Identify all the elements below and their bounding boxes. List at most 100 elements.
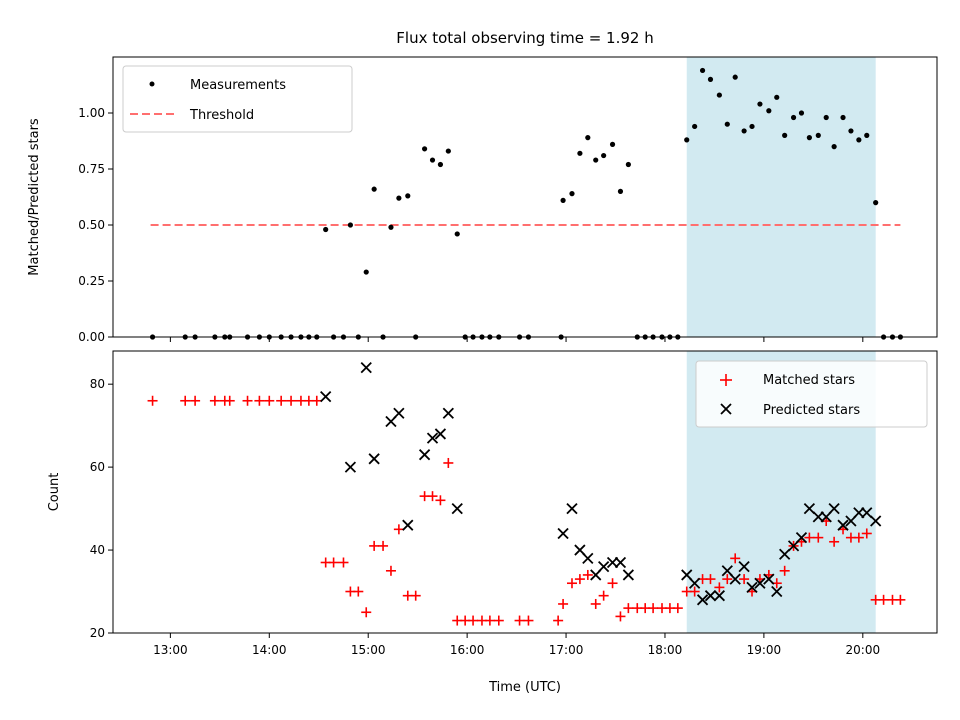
matched-star-point bbox=[378, 540, 389, 551]
measurement-point bbox=[405, 193, 411, 199]
matched-star-point bbox=[353, 586, 364, 597]
measurement-point bbox=[617, 188, 624, 194]
predicted-star-point bbox=[837, 519, 849, 531]
measurement-point bbox=[388, 224, 394, 230]
measurement-point bbox=[560, 197, 566, 203]
measurement-point bbox=[774, 94, 780, 100]
bottom-y-tick-label: 40 bbox=[90, 543, 105, 557]
legend-matched-label: Matched stars bbox=[763, 373, 855, 388]
matched-star-point bbox=[590, 598, 601, 609]
predicted-star-point bbox=[803, 502, 816, 515]
matched-star-point bbox=[484, 615, 495, 626]
matched-star-point bbox=[435, 495, 446, 506]
matched-star-point bbox=[615, 611, 626, 622]
measurement-point bbox=[445, 148, 451, 154]
predicted-star-point bbox=[418, 449, 431, 461]
matched-star-point bbox=[853, 532, 864, 543]
measurement-point bbox=[699, 67, 706, 74]
matched-star-point bbox=[813, 532, 824, 543]
measurement-point bbox=[848, 128, 854, 134]
matched-star-point bbox=[722, 574, 733, 585]
bottom-y-tick-label: 20 bbox=[90, 626, 105, 640]
matched-star-point bbox=[369, 540, 380, 551]
bottom-x-tick-label: 16:00 bbox=[450, 643, 485, 657]
predicted-star-point bbox=[696, 594, 709, 606]
matched-star-point bbox=[427, 491, 438, 502]
measurement-point bbox=[782, 132, 788, 138]
matched-star-point bbox=[180, 395, 191, 406]
legend-measurements-marker bbox=[149, 81, 155, 87]
matched-star-point bbox=[361, 607, 372, 618]
matched-star-point bbox=[338, 557, 349, 568]
predicted-star-point bbox=[689, 577, 701, 589]
predicted-star-point bbox=[434, 428, 447, 440]
legend-matched-marker bbox=[720, 374, 732, 386]
matched-star-point bbox=[468, 615, 479, 626]
measurement-point bbox=[577, 150, 583, 156]
measurement-point bbox=[707, 76, 714, 82]
measurement-point bbox=[831, 144, 837, 150]
measurement-point bbox=[625, 161, 631, 168]
matched-star-point bbox=[224, 395, 235, 406]
predicted-star-point bbox=[557, 527, 569, 540]
matched-star-point bbox=[598, 590, 609, 601]
matched-star-point bbox=[623, 603, 634, 614]
measurement-point bbox=[798, 110, 805, 116]
predicted-star-point bbox=[393, 407, 405, 419]
predicted-star-point bbox=[566, 502, 578, 515]
matched-star-point bbox=[276, 395, 287, 406]
measurement-point bbox=[429, 157, 436, 163]
matched-star-point bbox=[328, 557, 339, 568]
measurement-point bbox=[732, 74, 738, 80]
predicted-star-point bbox=[622, 569, 635, 581]
predicted-star-point bbox=[771, 585, 783, 598]
measurement-point bbox=[609, 141, 616, 147]
top-y-tick-label: 0.75 bbox=[78, 162, 105, 176]
measurement-point bbox=[749, 123, 755, 130]
matched-star-point bbox=[574, 574, 585, 585]
measurement-point bbox=[363, 269, 369, 275]
matched-star-point bbox=[566, 578, 577, 589]
bottom-y-axis-label: Count bbox=[47, 473, 62, 512]
measurement-point bbox=[371, 186, 377, 192]
bottom-x-tick-label: 20:00 bbox=[846, 643, 881, 657]
matched-star-point bbox=[286, 395, 297, 406]
measurement-point bbox=[856, 137, 862, 143]
bottom-x-tick-label: 13:00 bbox=[153, 643, 188, 657]
measurement-point bbox=[437, 161, 444, 168]
measurement-point bbox=[766, 108, 772, 114]
matched-star-point bbox=[779, 565, 790, 576]
top-panel: Flux total observing time = 1.92 h 0.000… bbox=[27, 29, 938, 344]
predicted-star-point bbox=[704, 590, 717, 602]
bottom-x-tick-label: 17:00 bbox=[549, 643, 584, 657]
top-y-axis-label: Matched/Predicted stars bbox=[27, 118, 42, 276]
matched-star-point bbox=[648, 603, 659, 614]
predicted-star-point bbox=[870, 515, 882, 527]
predicted-star-point bbox=[442, 407, 454, 419]
matched-star-point bbox=[514, 615, 525, 626]
matched-star-point bbox=[242, 395, 253, 406]
matched-star-point bbox=[311, 395, 322, 406]
top-y-axis: 0.00 0.25 0.50 0.75 1.00 bbox=[78, 106, 113, 344]
bottom-y-tick-label: 60 bbox=[90, 460, 105, 474]
measurement-point bbox=[684, 137, 690, 143]
bottom-y-axis: 20 40 60 80 bbox=[90, 377, 113, 640]
matched-stars-series bbox=[147, 395, 906, 626]
matched-star-point bbox=[493, 615, 504, 626]
predicted-star-point bbox=[754, 577, 766, 589]
predicted-star-point bbox=[828, 502, 840, 515]
matched-star-point bbox=[895, 594, 906, 605]
bottom-x-tick-label: 19:00 bbox=[747, 643, 782, 657]
measurement-point bbox=[396, 195, 402, 201]
measurement-point bbox=[815, 132, 821, 138]
bottom-legend: Matched stars Predicted stars bbox=[695, 360, 928, 428]
predicted-stars-series bbox=[320, 361, 882, 606]
bottom-plot-frame bbox=[112, 350, 938, 634]
predicted-star-point bbox=[713, 590, 726, 602]
top-y-tick-label: 0.50 bbox=[78, 218, 105, 232]
measurement-point bbox=[569, 191, 575, 197]
measurement-point bbox=[790, 114, 797, 121]
matched-star-point bbox=[878, 594, 889, 605]
matched-star-point bbox=[804, 532, 815, 543]
